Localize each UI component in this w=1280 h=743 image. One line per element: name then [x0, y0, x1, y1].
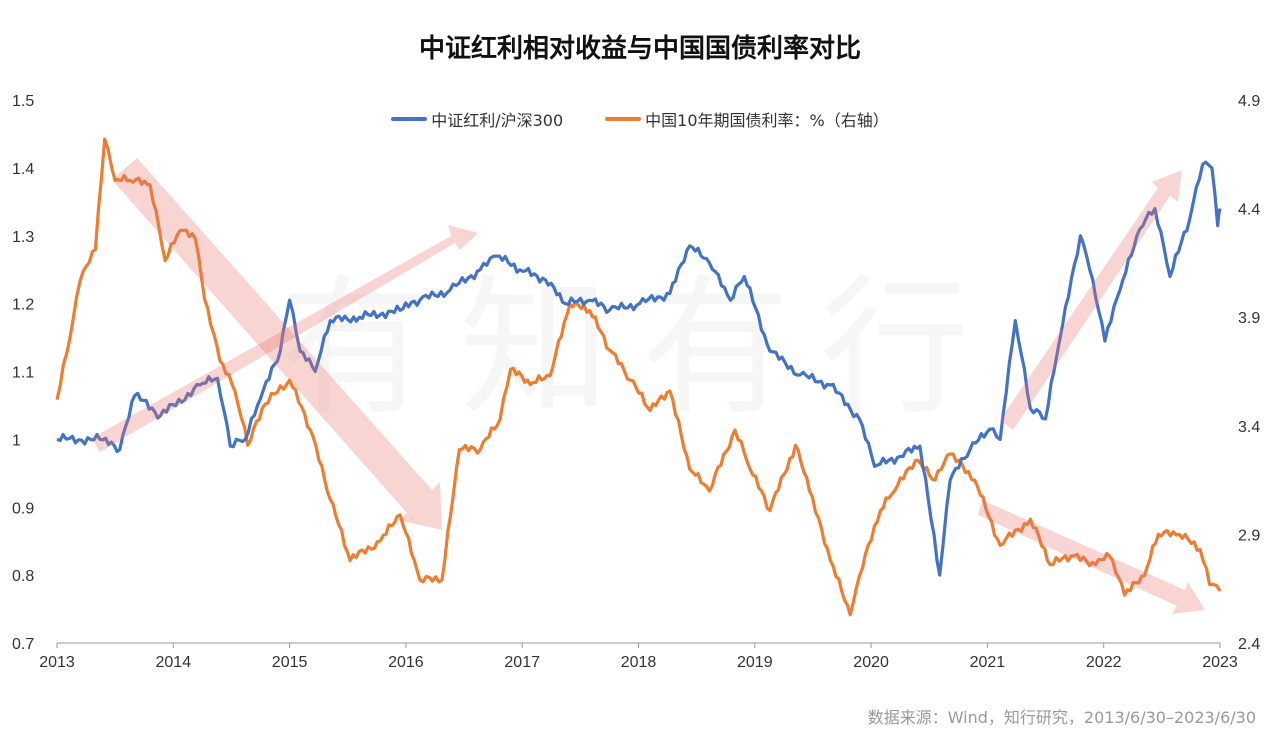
x-tick-label: 2018 — [621, 654, 657, 671]
legend: 中证红利/沪深300 中国10年期国债利率：%（右轴） — [0, 107, 1280, 131]
x-tick-label: 2022 — [1086, 654, 1122, 671]
series-line-dividend-ratio — [56, 160, 1222, 577]
x-tick-label: 2016 — [388, 654, 424, 671]
arrow-up-2021-2022 — [1000, 170, 1182, 430]
left-y-tick-label: 1.3 — [12, 229, 34, 246]
right-y-tick-label: 3.9 — [1238, 310, 1260, 327]
legend-item-dividend-ratio[interactable]: 中证红利/沪深300 — [391, 107, 563, 131]
x-tick-label: 2019 — [737, 654, 773, 671]
arrow-up-2013-2016 — [92, 225, 478, 452]
x-tick-label: 2020 — [853, 654, 889, 671]
arrow-down-2013-2016 — [112, 158, 442, 530]
legend-swatch-blue — [391, 117, 428, 121]
legend-label: 中证红利/沪深300 — [431, 111, 564, 130]
left-y-tick-label: 1.2 — [12, 297, 34, 314]
right-y-tick-label: 4.4 — [1238, 202, 1260, 219]
left-y-tick-label: 1.1 — [12, 365, 34, 382]
right-y-tick-label: 4.9 — [1238, 93, 1260, 110]
x-tick-label: 2017 — [504, 654, 540, 671]
watermark: 有知有行 — [280, 262, 1000, 436]
x-tick-label: 2023 — [1202, 654, 1238, 671]
left-y-tick-label: 1.4 — [12, 161, 34, 178]
chart-title: 中证红利相对收益与中国国债利率对比 — [418, 34, 861, 64]
trend-arrows — [92, 158, 1205, 614]
left-y-tick-label: 0.8 — [12, 568, 34, 585]
arrow-down-2021-2023 — [978, 500, 1205, 614]
left-y-tick-label: 0.9 — [12, 500, 34, 517]
left-y-tick-label: 0.7 — [12, 636, 34, 653]
legend-label: 中国10年期国债利率：%（右轴） — [645, 111, 889, 130]
right-y-tick-label: 2.9 — [1238, 527, 1260, 544]
x-tick-label: 2015 — [272, 654, 308, 671]
legend-swatch-orange — [605, 117, 642, 121]
x-tick-label: 2013 — [39, 654, 75, 671]
right-y-tick-label: 3.4 — [1238, 419, 1260, 436]
left-y-tick-label: 1 — [12, 432, 21, 449]
right-y-tick-label: 2.4 — [1238, 636, 1260, 653]
x-tick-label: 2021 — [970, 654, 1006, 671]
left-y-tick-label: 1.5 — [12, 93, 34, 110]
legend-item-bond-yield[interactable]: 中国10年期国债利率：%（右轴） — [605, 107, 889, 131]
series-line-bond-yield — [55, 137, 1222, 617]
source-note: 数据来源：Wind，知行研究，2013/6/30–2023/6/30 — [867, 708, 1256, 727]
x-tick-label: 2014 — [156, 654, 192, 671]
